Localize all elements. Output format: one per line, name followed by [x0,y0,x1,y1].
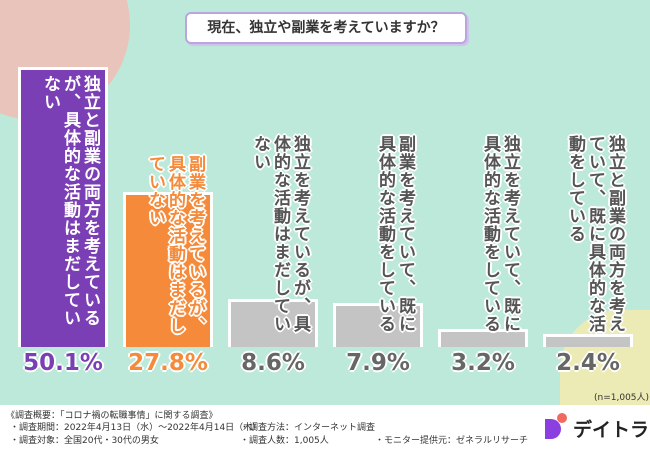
bar-category-label: 独立を考えていて、既に具体的な活動をしている [480,135,520,333]
chart-title: 現在、独立や副業を考えていますか？ [185,12,467,44]
bar-category-label: 副業を考えていて、既に具体的な活動をしている [375,135,415,333]
survey-heading: 《調査概要：「コロナ禍の転職事情」に関する調査》 [6,411,218,421]
bar [228,298,318,347]
survey-count: ・調査人数：1,005人 [240,436,329,446]
bar-value-label: 50.1% [23,350,103,376]
survey-target: ・調査対象：全国20代・30代の男女 [10,436,159,446]
logo-text: デイトラ [573,419,650,441]
bar [18,66,108,347]
bar-category-label: 独立と副業の両方を考えていて、既に具体的な活動をしている [565,135,625,333]
survey-footer: 《調査概要：「コロナ禍の転職事情」に関する調査》 ・調査期間：2022年4月13… [0,405,650,450]
logo-icon [545,412,567,439]
sample-size-note: (n=1,005人) [594,393,650,403]
bar-value-label: 8.6% [241,350,305,376]
survey-period: ・調査期間：2022年4月13日（水）～2022年4月14日（木） [10,423,262,433]
survey-provider: ・モニター提供元：ゼネラルリサーチ [375,436,529,446]
bar [123,191,213,347]
bar [438,329,528,347]
bar-value-label: 7.9% [346,350,410,376]
bar [543,333,633,347]
bar-category-label: 独立と副業の両方を考えているが、具体的な活動はまだしていない [40,75,100,327]
bar-category-label: 独立を考えているが、具体的な活動はまだしていない [250,135,310,333]
logo: デイトラ [545,412,650,442]
bar-value-label: 27.8% [128,350,208,376]
bar-category-label: 副業を考えているが、具体的な活動はまだしていない [145,155,205,335]
bar-value-label: 2.4% [556,350,620,376]
survey-method: ・調査方法：インターネット調査 [240,423,376,433]
bar [333,302,423,347]
bar-value-label: 3.2% [451,350,515,376]
